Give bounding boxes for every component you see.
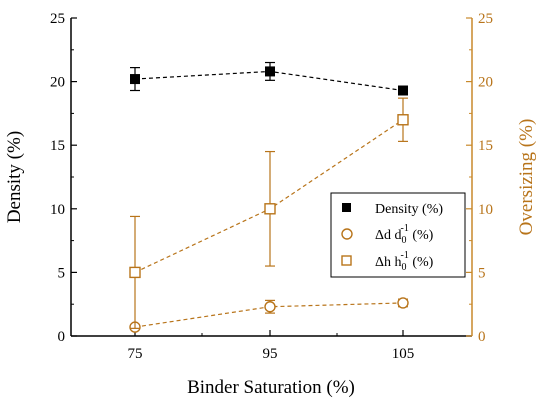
- data-point: [130, 74, 140, 85]
- y-right-tick-label: 20: [478, 75, 493, 91]
- y-axis-right-title: Oversizing (%): [516, 119, 537, 236]
- y-left-tick-label: 20: [50, 75, 65, 91]
- x-tick-label: 95: [263, 346, 278, 362]
- y-left-tick-label: 5: [58, 265, 66, 281]
- x-tick-label: 75: [128, 346, 143, 362]
- series-2: [129, 97, 409, 329]
- y-axis-left-title: Density (%): [4, 131, 25, 223]
- data-point: [398, 85, 408, 96]
- legend-box: [330, 192, 466, 278]
- legend-label-dd: Δd d0-1 (%): [375, 223, 434, 246]
- data-point: [265, 66, 275, 77]
- x-axis-title: Binder Saturation (%): [187, 377, 355, 398]
- legend-marker-dh: [341, 255, 352, 266]
- legend: Density (%) Δd d0-1 (%) Δh h0-1 (%): [330, 192, 466, 278]
- legend-label-dh: Δh h0-1 (%): [375, 250, 434, 273]
- series-layer: [129, 61, 409, 333]
- ticks-layer: 0 5 10 15 20 25 0 5 10 15 20 25 75 95 105: [50, 11, 493, 362]
- plot-frame: [70, 18, 473, 337]
- data-point: [264, 203, 276, 215]
- y-left-tick-label: 10: [50, 202, 65, 218]
- y-left-tick-label: 0: [58, 329, 66, 345]
- y-right-tick-label: 0: [478, 329, 486, 345]
- series-0: [130, 61, 408, 96]
- y-right-tick-label: 25: [478, 11, 493, 27]
- series-1: [129, 297, 409, 333]
- y-right-tick-label: 5: [478, 265, 486, 281]
- y-left-tick-label: 15: [50, 138, 65, 154]
- data-point: [397, 114, 409, 126]
- x-tick-label: 105: [392, 346, 415, 362]
- legend-marker-density: [342, 203, 351, 212]
- y-right-tick-label: 10: [478, 202, 493, 218]
- data-point: [264, 301, 276, 313]
- data-point: [129, 266, 141, 279]
- y-left-tick-label: 25: [50, 11, 65, 27]
- legend-marker-dd: [341, 228, 353, 240]
- y-right-tick-label: 15: [478, 138, 493, 154]
- data-point: [397, 297, 409, 309]
- legend-label-density: Density (%): [375, 202, 443, 217]
